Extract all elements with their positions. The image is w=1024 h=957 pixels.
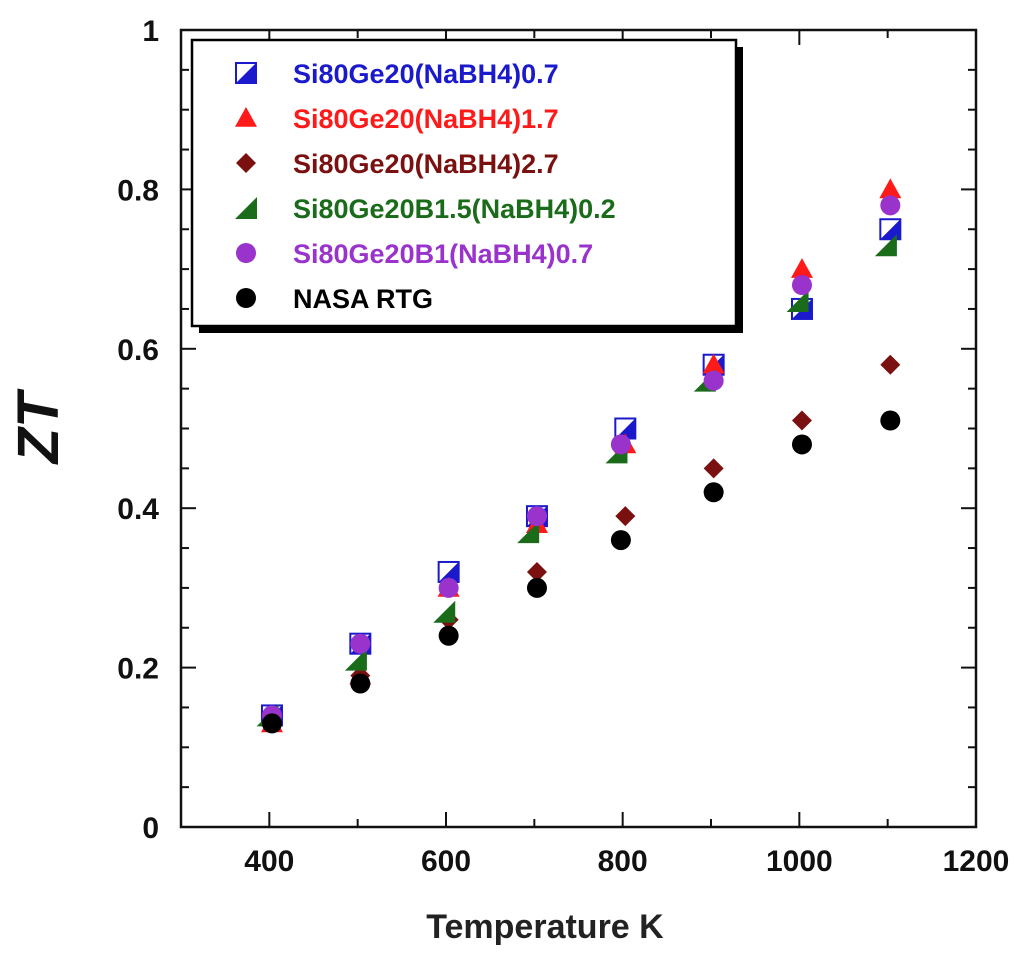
- data-point: [790, 258, 813, 278]
- legend-marker: [235, 62, 257, 84]
- data-point: [703, 370, 724, 391]
- data-point: [350, 633, 371, 654]
- x-tick-label: 800: [598, 845, 648, 878]
- data-point: [526, 577, 547, 598]
- data-point: [438, 625, 459, 646]
- tick-labels: 400 600 800 1000 1200 0 0.2 0.4 0.6 0.8 1: [117, 15, 1009, 878]
- y-tick-label: 0.8: [117, 174, 159, 207]
- data-point: [703, 482, 724, 503]
- data-point: [526, 561, 547, 582]
- data-point: [791, 410, 812, 431]
- y-tick-label: 0.2: [117, 653, 159, 686]
- data-point: [791, 275, 812, 296]
- legend-marker: [235, 107, 257, 127]
- legend-marker: [235, 197, 257, 219]
- data-point: [344, 648, 367, 671]
- legend-label: Si80Ge20B1(NaBH4)0.7: [293, 239, 593, 269]
- data-point: [610, 530, 631, 551]
- data-points: [256, 178, 902, 734]
- data-point: [517, 521, 540, 544]
- data-point: [874, 234, 897, 257]
- x-tick-label: 400: [244, 845, 294, 878]
- data-point: [615, 506, 636, 527]
- y-tick-label: 0.4: [117, 493, 159, 526]
- y-tick-label: 0.6: [117, 334, 159, 367]
- data-point: [350, 673, 371, 694]
- legend-marker: [236, 153, 256, 173]
- legend-label: Si80Ge20(NaBH4)1.7: [293, 104, 559, 134]
- legend-box: [190, 38, 738, 328]
- data-point: [702, 353, 725, 374]
- legend-label: Si80Ge20(NaBH4)2.7: [293, 149, 559, 179]
- data-point: [261, 713, 282, 734]
- legend-label: Si80Ge20B1.5(NaBH4)0.2: [293, 194, 616, 224]
- legend-label: NASA RTG: [293, 284, 433, 314]
- y-tick-label: 0: [142, 812, 159, 845]
- data-point: [433, 600, 456, 623]
- x-axis-title: Temperature K: [426, 908, 664, 946]
- data-point: [703, 458, 724, 479]
- data-point: [880, 354, 901, 375]
- y-axis-title: ZT: [6, 388, 71, 465]
- data-point: [879, 218, 902, 241]
- data-point: [786, 289, 809, 312]
- data-point: [438, 577, 459, 598]
- data-point: [437, 560, 460, 583]
- x-tick-label: 600: [421, 845, 471, 878]
- legend-marker: [236, 288, 256, 308]
- data-point: [879, 178, 902, 199]
- x-tick-label: 1000: [766, 845, 833, 878]
- data-point: [880, 410, 901, 431]
- data-point: [526, 506, 547, 527]
- y-tick-label: 1: [142, 15, 159, 48]
- legend-marker: [236, 243, 256, 263]
- data-point: [791, 434, 812, 455]
- legend: Si80Ge20(NaBH4)0.7 Si80Ge20(NaBH4)1.7 Si80…: [190, 38, 743, 333]
- legend-label: Si80Ge20(NaBH4)0.7: [293, 59, 559, 89]
- x-tick-label: 1200: [943, 845, 1010, 878]
- data-point: [614, 417, 637, 440]
- data-point: [880, 195, 901, 216]
- data-point: [610, 434, 631, 455]
